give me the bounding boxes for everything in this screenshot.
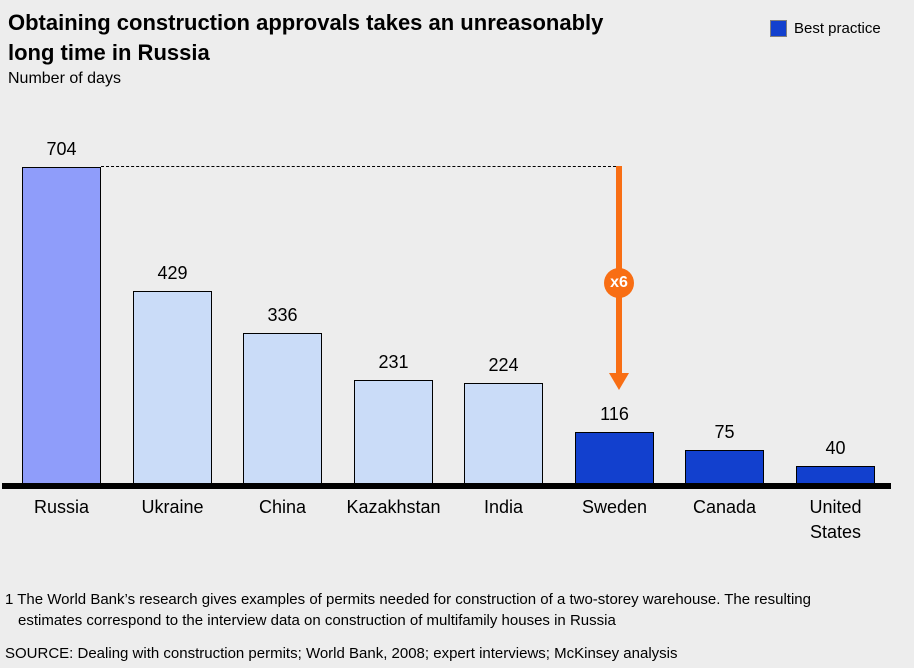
chart-unit-label: Number of days <box>8 70 121 87</box>
bar-value-label-china: 336 <box>267 305 298 325</box>
bar-value-label-kazakhstan: 231 <box>378 352 409 372</box>
legend-label: Best practice <box>794 20 881 37</box>
bar-chart: x6 704 Russia 429 Ukraine 336 China 231 Kazakhs… <box>2 139 891 542</box>
multiplier-arrowhead-icon <box>609 373 629 390</box>
bar-value-label-sweden: 116 <box>600 404 629 424</box>
bar-value-label-india: 224 <box>488 355 519 375</box>
footnote: 1 The World Bank’s research gives exampl… <box>5 591 811 629</box>
bar-value-label-ukraine: 429 <box>157 263 188 283</box>
page-title-line2: long time in Russia <box>8 40 210 65</box>
x-axis-label-india: India <box>483 497 524 517</box>
x-axis-label-united-states: United States <box>809 497 862 542</box>
x-axis-label-kazakhstan: Kazakhstan <box>346 497 441 517</box>
bar-value-label-canada: 75 <box>714 422 735 442</box>
multiplier-badge: x6 <box>604 268 634 298</box>
page-title-line1: Obtaining construction approvals takes a… <box>8 10 604 35</box>
legend-swatch-best-practice <box>770 20 787 37</box>
bar-sweden <box>575 432 654 484</box>
legend: Best practice <box>770 20 881 37</box>
x-axis-label-russia: Russia <box>33 497 90 517</box>
bar-value-label-united-states: 40 <box>825 438 846 458</box>
bar-india <box>464 383 543 484</box>
bar-united-states <box>796 466 875 484</box>
page-title: Obtaining construction approvals takes a… <box>8 8 603 68</box>
bar-china <box>243 333 322 484</box>
x-axis-label-sweden: Sweden <box>581 497 648 517</box>
x-axis-line <box>2 483 891 489</box>
bar-value-label-russia: 704 <box>46 139 77 159</box>
bar-kazakhstan <box>354 380 433 484</box>
source-line: SOURCE: Dealing with construction permit… <box>5 645 678 662</box>
bar-russia <box>22 167 101 484</box>
bar-canada <box>685 450 764 484</box>
bar-ukraine <box>133 291 212 484</box>
x-axis-label-ukraine: Ukraine <box>141 497 204 517</box>
reference-dashed-line <box>101 166 616 167</box>
x-axis-label-canada: Canada <box>692 497 757 517</box>
x-axis-label-china: China <box>258 497 307 517</box>
